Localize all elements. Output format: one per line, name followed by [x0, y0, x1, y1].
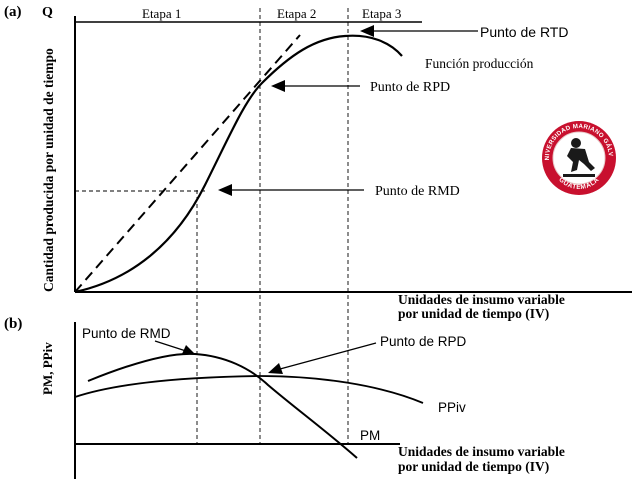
point-rmd-label: Punto de RMD — [375, 184, 460, 199]
panel-a-x-axis-label-line2: por unidad de tiempo (IV) — [398, 306, 549, 321]
seal-figure-icon — [563, 138, 595, 177]
rtd-arrow-head — [360, 25, 374, 37]
panel-a-letter: (a) — [4, 4, 22, 20]
point-rpd-label: Punto de RPD — [370, 80, 450, 95]
panel-b-rpd-arrow-head — [268, 363, 283, 374]
pm-curve — [87, 352, 358, 459]
panel-b-y-axis-label: PM, PPiv — [40, 342, 55, 395]
point-rtd-label: Punto de RTD — [480, 24, 568, 40]
panel-b-letter: (b) — [4, 316, 22, 332]
panel-a: (a) Q Cantidad producida por unidad de t… — [4, 4, 632, 444]
tangent-ray — [74, 34, 301, 293]
panel-b: (b) PM, PPiv Punto de RMD Punto de RPD P… — [4, 316, 565, 479]
ppiv-curve — [74, 375, 424, 404]
rpd-arrow-head — [271, 80, 285, 92]
stage-2-label: Etapa 2 — [277, 6, 316, 21]
panel-b-rmd-arrow-line — [154, 340, 187, 352]
stage-1-label: Etapa 1 — [142, 6, 181, 21]
rmd-arrow-head — [218, 184, 232, 196]
panel-a-y-symbol: Q — [42, 5, 53, 20]
panel-b-point-rmd-label: Punto de RMD — [82, 326, 171, 341]
university-seal: UNIVERSIDAD MARIANO GÁLVEZ GUATEMALA — [542, 121, 616, 195]
production-function-curve — [74, 34, 403, 294]
panel-a-y-axis-label: Cantidad producida por unidad de tiempo — [41, 48, 56, 292]
panel-b-point-rpd-label: Punto de RPD — [380, 334, 467, 349]
panel-b-rpd-arrow-line — [279, 342, 377, 370]
panel-b-x-axis-label-line1: Unidades de insumo variable — [398, 444, 565, 459]
pm-label: PM — [360, 428, 380, 443]
panel-b-rmd-arrow-head — [182, 345, 195, 354]
panel-b-x-axis-label-line2: por unidad de tiempo (IV) — [398, 459, 549, 474]
stage-3-label: Etapa 3 — [362, 6, 401, 21]
panel-a-x-axis-label-line1: Unidades de insumo variable — [398, 292, 565, 307]
production-function-label: Función producción — [425, 56, 534, 71]
ppiv-label: PPiv — [438, 400, 466, 415]
